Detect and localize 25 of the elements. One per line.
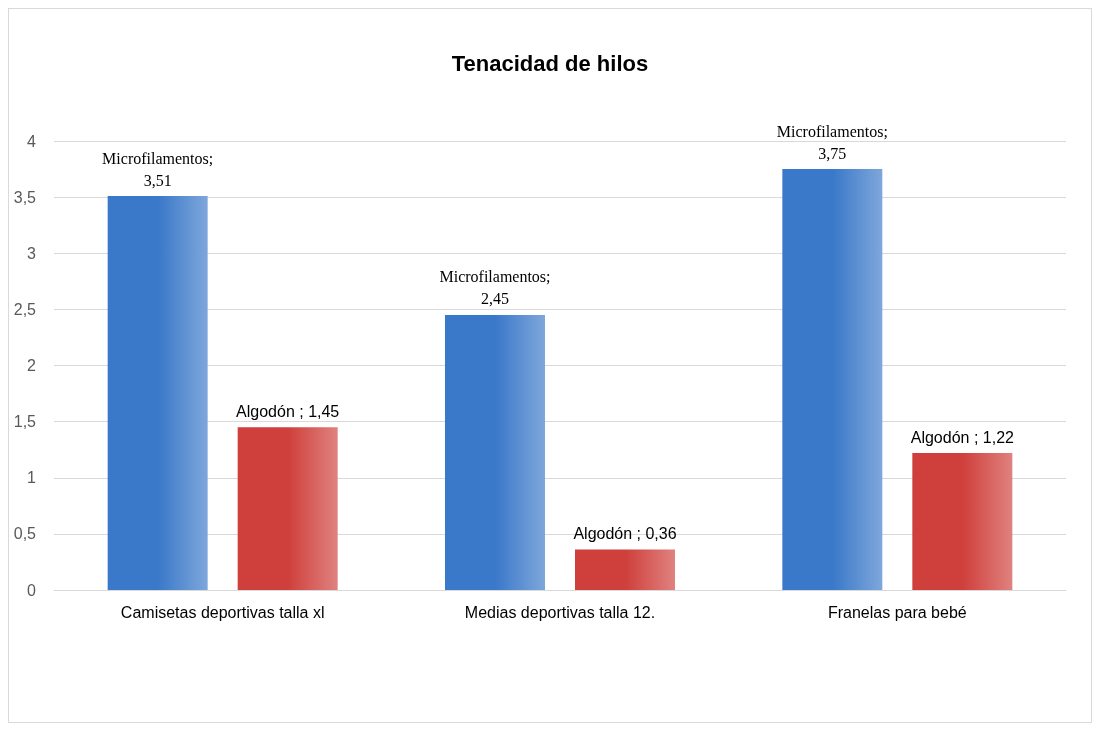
y-tick-label: 1,5 [13, 413, 37, 431]
bar [782, 169, 883, 590]
y-tick-label: 3,5 [13, 188, 37, 206]
y-tick-label: 4 [27, 132, 37, 150]
y-tick-label: 3 [27, 244, 37, 262]
x-tick-label: Medias deportivas talla 12. [464, 603, 656, 621]
y-tick-label: 0,5 [13, 525, 37, 543]
data-label: Microfilamentos; 2,45 [439, 268, 551, 308]
data-label: Algodón ; 0,36 [573, 525, 677, 543]
bar [107, 196, 208, 590]
x-tick-label: Franelas para bebé [827, 603, 967, 621]
y-tick-label: 2 [27, 357, 37, 374]
bar [445, 314, 545, 590]
bar [237, 427, 338, 590]
bar [912, 453, 1013, 590]
data-label: Microfilamentos; 3,51 [102, 149, 214, 189]
x-tick-label: Camisetas deportivas talla xl [120, 603, 325, 621]
y-tick-label: 2,5 [13, 300, 37, 318]
data-label: Algodón ; 1,45 [236, 402, 340, 420]
chart-title: Tenacidad de hilos [451, 50, 649, 76]
y-tick-label: 1 [27, 469, 37, 487]
y-tick-label: 0 [27, 581, 37, 599]
data-label: Microfilamentos; 3,75 [776, 122, 888, 162]
bar [575, 549, 675, 590]
data-label: Algodón ; 1,22 [910, 428, 1015, 446]
